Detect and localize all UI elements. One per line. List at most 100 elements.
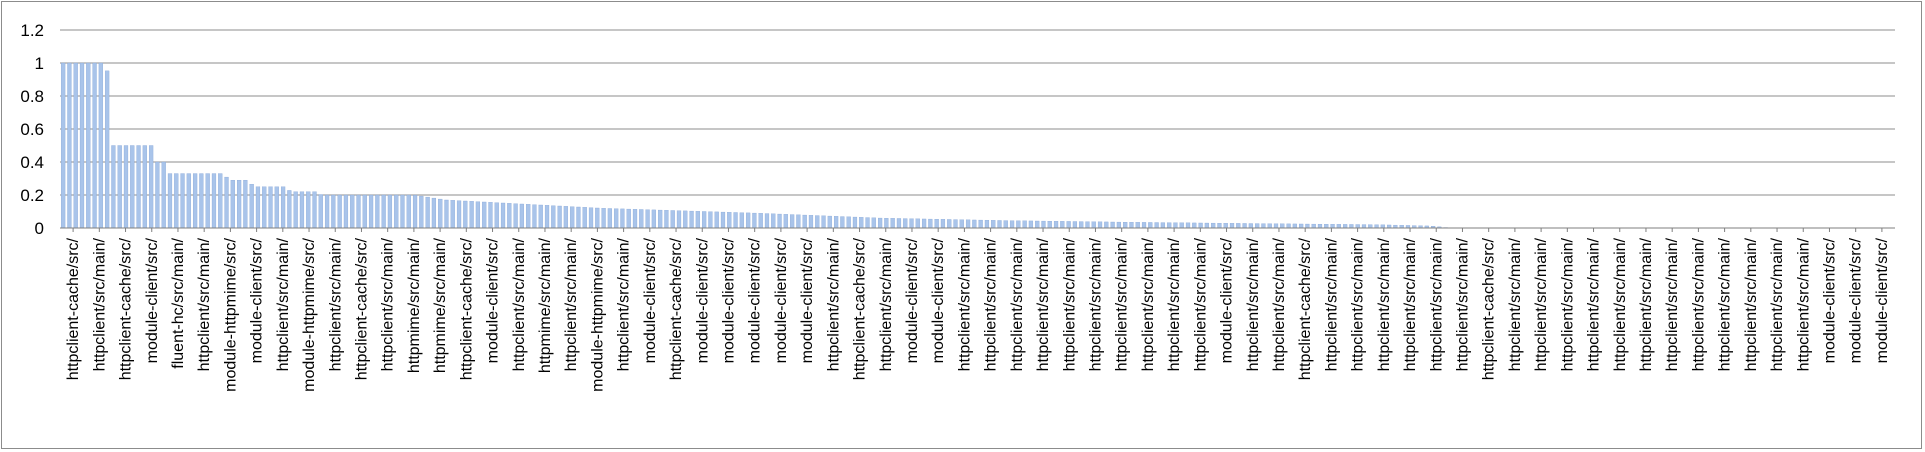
y-tick-label: 1 <box>35 54 44 73</box>
bar <box>777 213 782 229</box>
bar <box>871 217 876 229</box>
x-category-label: httpmime/src/main/ <box>432 237 449 373</box>
x-category-label: httpclient-cache/src/ <box>118 237 135 380</box>
bar <box>1311 223 1316 229</box>
bar <box>111 145 116 229</box>
bar <box>444 199 449 229</box>
x-category-label: module-httpmime/src/ <box>589 237 606 391</box>
bar <box>186 173 191 229</box>
bar <box>249 184 254 229</box>
x-category-label: module-client/src/ <box>747 237 764 363</box>
bar <box>563 206 568 229</box>
bar <box>758 213 763 229</box>
bar <box>1079 221 1084 229</box>
y-axis-tick-labels: 0 0.2 0.4 0.6 0.8 1 1.2 <box>20 21 44 238</box>
bar <box>1286 223 1291 229</box>
bar <box>1324 224 1329 229</box>
bar <box>431 197 437 229</box>
bar <box>1104 221 1109 229</box>
bar <box>98 62 103 229</box>
y-tick-label: 0.8 <box>20 87 44 106</box>
bar <box>274 186 279 229</box>
bar <box>262 186 267 229</box>
bar <box>702 211 707 229</box>
x-category-label: httpclient/src/main/ <box>1795 237 1812 371</box>
x-category-label: httpclient/src/main/ <box>327 237 344 371</box>
bar <box>934 219 939 229</box>
bar <box>620 208 625 229</box>
bar <box>381 194 386 229</box>
bar <box>1217 223 1222 229</box>
x-category-label: httpclient/src/main/ <box>1612 237 1629 371</box>
x-category-label: module-client/src/ <box>1219 237 1236 363</box>
x-category-label: module-client/src/ <box>1822 237 1839 363</box>
bar <box>400 194 405 229</box>
bar <box>1116 221 1121 229</box>
bar <box>1066 221 1071 229</box>
bar <box>450 200 455 229</box>
bar <box>1003 220 1008 229</box>
bar <box>79 62 85 229</box>
bar <box>1135 222 1140 229</box>
bar <box>167 173 173 229</box>
bar <box>1248 223 1253 229</box>
bar <box>1236 223 1241 229</box>
x-category-label: httpclient/src/main/ <box>1323 237 1340 371</box>
bar <box>639 209 644 229</box>
bar <box>1280 223 1285 229</box>
bar <box>821 215 826 229</box>
bar <box>136 145 141 229</box>
bar <box>783 214 788 229</box>
x-category-label: httpclient/src/main/ <box>825 237 842 371</box>
bar <box>695 211 700 229</box>
bar <box>576 206 581 229</box>
x-category-label: httpclient/src/main/ <box>1402 237 1419 371</box>
bar <box>494 202 499 229</box>
x-category-label: httpmime/src/main/ <box>406 237 423 373</box>
gridlines <box>60 29 1895 196</box>
bar <box>940 219 946 229</box>
x-category-label: fluent-hc/src/main/ <box>170 237 187 368</box>
bar <box>230 179 235 229</box>
bar <box>280 186 286 229</box>
x-category-label: httpclient/src/main/ <box>1166 237 1183 371</box>
bar <box>1072 221 1078 229</box>
bar <box>236 179 242 229</box>
bar <box>155 161 160 229</box>
bar <box>475 201 481 229</box>
bar <box>978 219 983 229</box>
bar <box>268 186 273 229</box>
bar <box>287 190 292 229</box>
bar <box>337 194 342 229</box>
bar <box>790 214 795 229</box>
bar <box>117 145 122 229</box>
bar <box>840 216 845 229</box>
bar <box>947 219 952 229</box>
bar <box>387 194 393 229</box>
y-tick-label: 0.6 <box>20 120 44 139</box>
bar <box>324 194 330 229</box>
bar <box>526 204 531 229</box>
x-category-label: httpclient/src/main/ <box>380 237 397 371</box>
x-category-label: httpclient/src/main/ <box>1376 237 1393 371</box>
bar <box>1198 222 1203 229</box>
bar <box>1273 223 1279 229</box>
bar <box>802 214 807 229</box>
bar <box>984 220 990 229</box>
bar <box>255 186 261 229</box>
bar <box>683 210 688 229</box>
bar <box>92 62 97 229</box>
x-category-label: httpclient/src/main/ <box>1192 237 1209 371</box>
bar <box>456 200 462 229</box>
bar <box>815 215 820 229</box>
bar <box>86 62 91 229</box>
x-category-label: httpclient/src/main/ <box>983 237 1000 371</box>
bar <box>808 215 814 229</box>
bar <box>614 208 619 229</box>
bar <box>1317 223 1323 229</box>
bar <box>1035 220 1040 229</box>
bar <box>890 218 895 229</box>
x-category-label: httpclient/src/main/ <box>1035 237 1052 371</box>
